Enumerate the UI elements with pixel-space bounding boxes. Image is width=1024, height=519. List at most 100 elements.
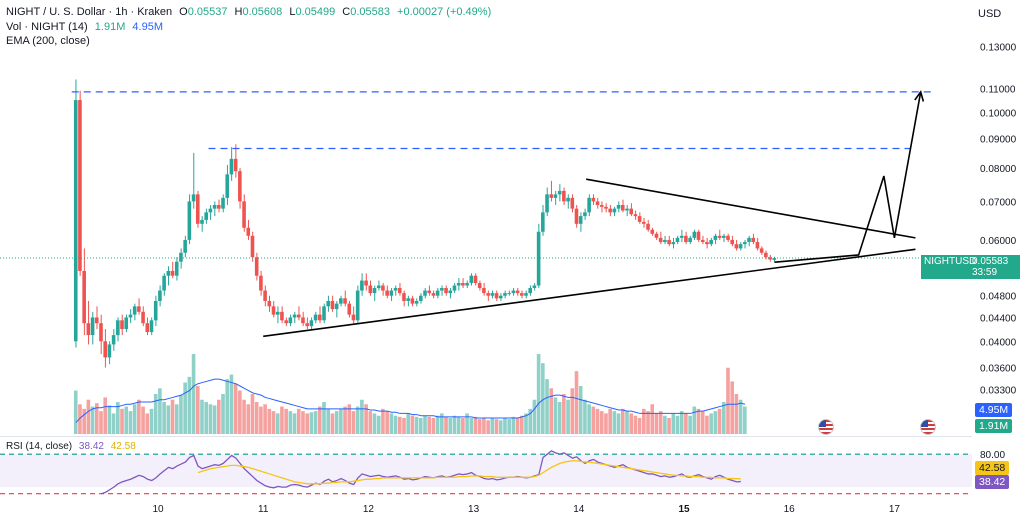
- volume-bar: [372, 413, 377, 434]
- candle-body: [435, 290, 440, 296]
- volume-bar: [267, 408, 272, 434]
- candle-body: [389, 290, 394, 296]
- candle-body: [507, 293, 511, 295]
- candle-body: [713, 235, 718, 240]
- volume-bar: [318, 406, 322, 434]
- time-tick-label: 17: [889, 504, 901, 515]
- pane-separator[interactable]: [0, 436, 972, 437]
- volume-bar: [364, 404, 368, 434]
- candle-body: [738, 244, 743, 249]
- volume-bar: [524, 413, 528, 434]
- projection-arrowhead: [914, 90, 925, 102]
- candle-body: [305, 323, 309, 327]
- price-tick-label: 0.04400: [980, 313, 1017, 324]
- volume-bar: [435, 415, 440, 434]
- candle-body: [204, 212, 208, 220]
- candle-body: [427, 290, 432, 294]
- candle-body: [477, 283, 482, 289]
- rsi-legend[interactable]: RSI (14, close) 38.42 42.58: [6, 441, 140, 452]
- volume-bar: [225, 379, 230, 434]
- candle-body: [94, 317, 99, 324]
- volume-bar: [726, 367, 730, 434]
- candle-body: [284, 320, 288, 324]
- candle-body: [747, 237, 751, 243]
- volume-bar: [280, 406, 284, 434]
- symbol-title[interactable]: NIGHT / U. S. Dollar · 1h · Kraken: [6, 6, 173, 18]
- candle-body: [343, 298, 347, 304]
- candle-body: [82, 270, 86, 324]
- last-price-symbol: NIGHTUSD: [924, 256, 977, 267]
- volume-bar: [137, 399, 141, 434]
- volume-bar: [646, 411, 650, 434]
- volume-bar: [562, 394, 566, 434]
- volume-bar: [116, 402, 120, 434]
- volume-bar: [305, 413, 309, 434]
- volume-bar: [705, 415, 709, 434]
- volume-bar: [608, 408, 612, 434]
- currency-label[interactable]: USD: [978, 8, 1002, 20]
- rsi-tick-label: 80.00: [980, 450, 1005, 461]
- volume-bar: [667, 418, 671, 434]
- candle-body: [360, 280, 364, 291]
- drawing-annotations[interactable]: [71, 90, 935, 338]
- price-axis[interactable]: 0.13000 0.11000 0.10000 0.09000 0.08000 0.070…: [152, 43, 1016, 515]
- volume-bar: [692, 406, 697, 434]
- volume-bar: [570, 388, 575, 434]
- rsi-legend-label: RSI (14, close): [6, 441, 73, 452]
- volume-bar: [376, 415, 381, 434]
- candle-body: [250, 235, 255, 258]
- volume-bar: [604, 413, 608, 434]
- volume-bar: [221, 394, 225, 434]
- candle-body: [120, 320, 124, 330]
- volume-bar: [583, 399, 587, 434]
- volume-bar: [200, 399, 204, 434]
- candle-body: [461, 283, 465, 286]
- volume-bar: [254, 402, 259, 434]
- candle-body: [679, 235, 684, 238]
- candle-body: [755, 242, 760, 249]
- volume-bar: [738, 399, 743, 434]
- volume-bar: [477, 419, 482, 434]
- us-flag-icon[interactable]: [920, 419, 936, 435]
- rsi-value-tag: 38.42: [975, 475, 1010, 489]
- candle-body: [562, 190, 566, 202]
- candle-body: [764, 252, 768, 258]
- candle-body: [137, 306, 141, 312]
- volume-legend-value: 1.91M: [94, 21, 126, 33]
- volume-bar: [679, 411, 684, 434]
- volume-bar: [519, 415, 524, 434]
- candle-body: [456, 283, 461, 286]
- candle-body: [351, 314, 356, 321]
- candle-body: [759, 248, 764, 253]
- volume-bar: [132, 404, 137, 434]
- volume-bar: [625, 411, 629, 434]
- volume-bar: [322, 402, 326, 434]
- volume-legend[interactable]: Vol · NIGHT (14) 1.91M 4.95M: [6, 21, 167, 33]
- candle-body: [709, 239, 713, 245]
- volume-bar: [620, 408, 625, 434]
- volume-bar: [494, 419, 499, 434]
- volume-bar: [507, 419, 511, 434]
- us-flag-icon[interactable]: [818, 419, 834, 435]
- volume-bar: [141, 406, 145, 434]
- candle-body: [267, 300, 272, 307]
- candle-body: [128, 314, 133, 318]
- volume-bar: [696, 408, 701, 434]
- candle-body: [275, 311, 280, 315]
- volume-bar: [170, 399, 175, 434]
- candle-body: [132, 306, 137, 315]
- ema-legend[interactable]: EMA (200, close): [6, 35, 94, 47]
- volume-bar: [229, 374, 234, 434]
- price-tick-label: 0.11000: [980, 84, 1016, 95]
- candle-body: [751, 237, 756, 243]
- volume-bar: [498, 420, 503, 434]
- volume-bar: [90, 406, 95, 434]
- candle-body: [696, 231, 701, 240]
- rsi-ma-tag: 42.58: [975, 461, 1010, 475]
- candle-body: [637, 216, 642, 222]
- candle-body: [141, 311, 145, 324]
- candle-body: [419, 295, 423, 301]
- volume-bar: [389, 413, 394, 434]
- candle-body: [633, 214, 638, 217]
